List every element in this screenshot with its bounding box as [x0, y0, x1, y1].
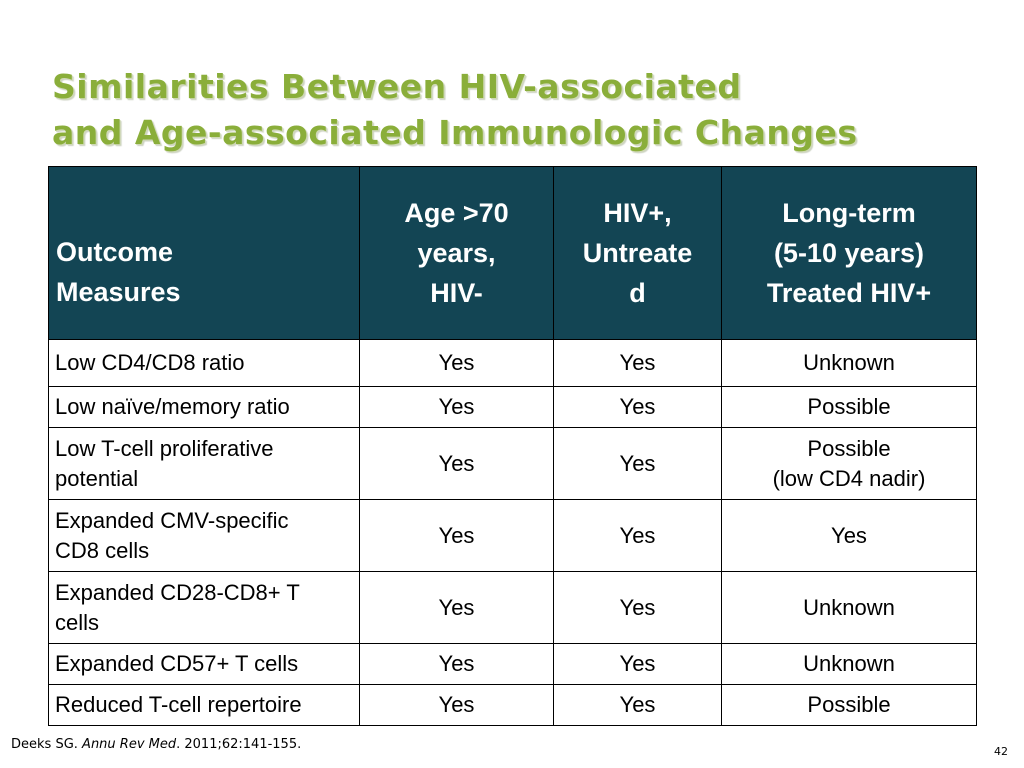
cell-age: Yes	[359, 427, 554, 500]
citation-journal: Annu Rev Med	[82, 737, 177, 752]
table-row: Low CD4/CD8 ratio Yes Yes Unknown	[48, 339, 977, 387]
row-label: Expanded CD28-CD8+ T cells	[48, 571, 360, 644]
cell-long-term: Unknown	[721, 643, 977, 685]
table-row: Expanded CD28-CD8+ T cells Yes Yes Unkno…	[48, 571, 977, 644]
row-label: Expanded CMV-specific CD8 cells	[48, 499, 360, 572]
cell-age: Yes	[359, 339, 554, 387]
cell-age: Yes	[359, 571, 554, 644]
cell-long-term: Unknown	[721, 571, 977, 644]
cell-age: Yes	[359, 386, 554, 428]
cell-hiv-untreated: Yes	[553, 571, 722, 644]
slide-title: Similarities Between HIV-associated and …	[52, 64, 858, 156]
citation-author: Deeks SG.	[11, 737, 78, 752]
header-outcome-measures: Outcome Measures	[48, 166, 360, 340]
slide-title-line-2: and Age-associated Immunologic Changes	[52, 113, 858, 152]
row-label: Low naïve/memory ratio	[48, 386, 360, 428]
table-row: Expanded CMV-specific CD8 cells Yes Yes …	[48, 499, 977, 572]
comparison-table: Outcome Measures Age >70 years, HIV- HIV…	[48, 166, 977, 726]
slide-title-line-1: Similarities Between HIV-associated	[52, 67, 742, 106]
cell-age: Yes	[359, 684, 554, 726]
table-row: Low T-cell proliferative potential Yes Y…	[48, 427, 977, 500]
header-long-term-treated: Long-term (5-10 years) Treated HIV+	[721, 166, 977, 340]
header-age-over-70: Age >70 years, HIV-	[359, 166, 554, 340]
cell-long-term: Yes	[721, 499, 977, 572]
cell-long-term: Possible (low CD4 nadir)	[721, 427, 977, 500]
cell-long-term: Unknown	[721, 339, 977, 387]
row-label: Low CD4/CD8 ratio	[48, 339, 360, 387]
cell-hiv-untreated: Yes	[553, 499, 722, 572]
cell-age: Yes	[359, 499, 554, 572]
page-number: 42	[994, 745, 1008, 758]
cell-age: Yes	[359, 643, 554, 685]
cell-hiv-untreated: Yes	[553, 643, 722, 685]
cell-hiv-untreated: Yes	[553, 339, 722, 387]
table-row: Low naïve/memory ratio Yes Yes Possible	[48, 386, 977, 428]
header-hiv-untreated: HIV+, Untreate d	[553, 166, 722, 340]
cell-hiv-untreated: Yes	[553, 684, 722, 726]
cell-long-term: Possible	[721, 684, 977, 726]
row-label: Low T-cell proliferative potential	[48, 427, 360, 500]
cell-hiv-untreated: Yes	[553, 427, 722, 500]
row-label: Reduced T-cell repertoire	[48, 684, 360, 726]
table-header-row: Outcome Measures Age >70 years, HIV- HIV…	[48, 166, 977, 340]
table-row: Reduced T-cell repertoire Yes Yes Possib…	[48, 684, 977, 726]
cell-hiv-untreated: Yes	[553, 386, 722, 428]
citation: Deeks SG. Annu Rev Med. 2011;62:141-155.	[11, 737, 301, 752]
citation-details: . 2011;62:141-155.	[176, 737, 302, 752]
table-row: Expanded CD57+ T cells Yes Yes Unknown	[48, 643, 977, 685]
cell-long-term: Possible	[721, 386, 977, 428]
row-label: Expanded CD57+ T cells	[48, 643, 360, 685]
